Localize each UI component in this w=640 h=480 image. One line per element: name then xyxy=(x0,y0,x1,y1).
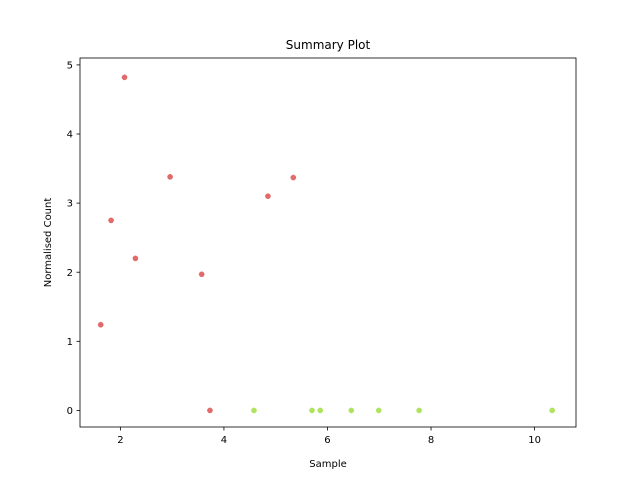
data-point-series-1 xyxy=(132,255,139,262)
y-tick-label: 3 xyxy=(67,199,73,210)
data-point-series-1 xyxy=(167,174,173,180)
data-point-series-1 xyxy=(108,217,114,224)
x-axis-label: Sample xyxy=(309,459,347,470)
data-point-series-2 xyxy=(375,407,382,414)
y-tick-label: 4 xyxy=(67,130,73,141)
data-point-series-2 xyxy=(309,407,315,414)
y-tick-label: 2 xyxy=(67,268,73,279)
x-tick-label: 4 xyxy=(221,435,227,446)
y-tick-label: 0 xyxy=(67,406,73,417)
x-axis-ticks: 2 4 6 8 10 xyxy=(117,427,541,446)
data-point-series-2 xyxy=(549,407,555,414)
x-tick-label: 10 xyxy=(528,435,541,446)
data-point-series-2 xyxy=(251,407,257,414)
data-point-series-2 xyxy=(317,407,324,414)
data-point-series-2 xyxy=(416,407,422,414)
data-point-series-1 xyxy=(265,193,271,200)
data-point-series-2 xyxy=(348,407,355,414)
data-point-series-1 xyxy=(97,321,104,328)
y-axis-label: Normalised Count xyxy=(43,198,54,288)
y-tick-label: 1 xyxy=(67,337,73,348)
x-tick-label: 8 xyxy=(428,435,434,446)
data-point-series-1 xyxy=(121,74,128,81)
data-point-series-1 xyxy=(198,271,205,278)
y-axis-ticks: 0 1 2 3 4 5 xyxy=(67,61,80,417)
data-point-series-1 xyxy=(207,407,213,414)
plot-frame xyxy=(79,57,577,428)
y-tick-label: 5 xyxy=(67,61,73,72)
data-points xyxy=(97,74,555,414)
x-tick-label: 6 xyxy=(324,435,330,446)
x-tick-label: 2 xyxy=(117,435,123,446)
data-point-series-1 xyxy=(290,174,297,181)
chart-title: Summary Plot xyxy=(286,38,371,52)
